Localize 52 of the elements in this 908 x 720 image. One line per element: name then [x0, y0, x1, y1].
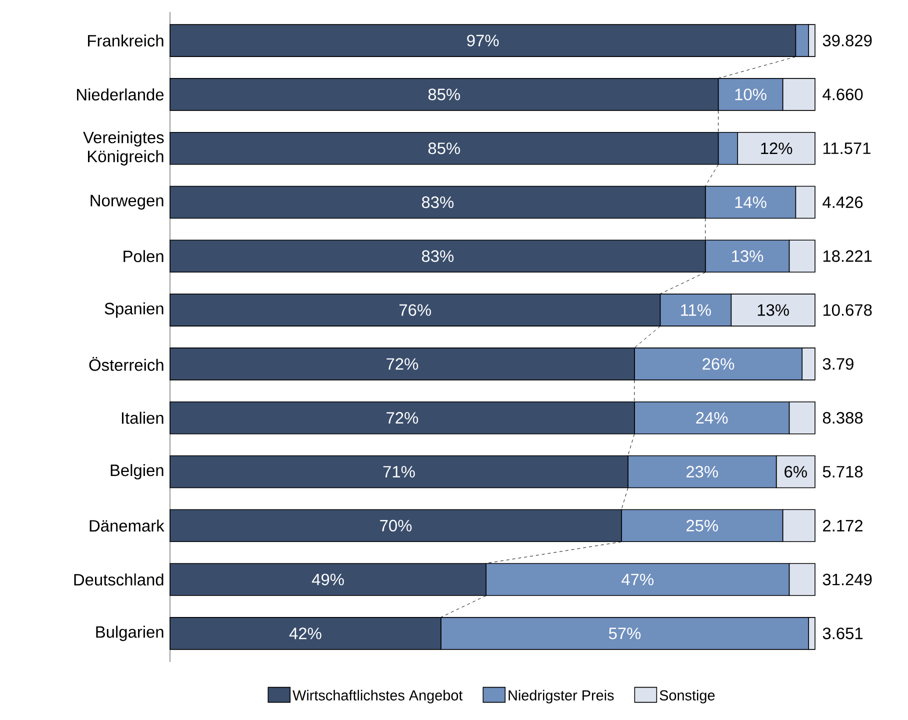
data-label: 13%	[732, 250, 764, 262]
data-label: 10%	[735, 88, 766, 100]
data-label: 70%	[380, 520, 412, 532]
data-label: 24%	[696, 412, 728, 424]
data-label: 11%	[681, 304, 711, 316]
y-tick-label: Deutschland	[74, 574, 164, 586]
data-label: 26%	[702, 358, 734, 370]
data-label: 47%	[622, 574, 654, 586]
y-tick-label: Belgien	[110, 464, 164, 480]
y-tick-label: Niederlande	[77, 88, 164, 100]
y-tick-label: Italien	[122, 412, 164, 424]
y-tick-label: Österreich	[89, 356, 164, 371]
text: 39.829	[822, 34, 872, 46]
text: 18.221	[823, 250, 872, 262]
text: 31.249	[822, 574, 872, 586]
y-tick-label: Spanien	[104, 302, 164, 318]
data-label: 6%	[784, 466, 807, 478]
text: 2.172	[823, 520, 863, 532]
data-label: 42%	[289, 628, 322, 640]
data-label: 13%	[758, 304, 789, 316]
data-label: 83%	[422, 196, 454, 208]
data-label: 71%	[383, 466, 415, 478]
data-label: 23%	[686, 466, 718, 478]
data-label: 25%	[686, 520, 718, 532]
data-label: 85%	[428, 142, 460, 154]
y-tick-label: Dänemark	[90, 520, 164, 532]
text: 10.678	[823, 304, 872, 316]
data-label: 12%	[761, 142, 792, 154]
text: 8.388	[822, 412, 863, 424]
y-tick-label: Vereinigtes Königreich	[83, 131, 164, 166]
y-tick-label: Norwegen	[90, 194, 164, 210]
data-label: 76%	[400, 304, 431, 316]
data-label: 72%	[386, 358, 418, 370]
data-label: 57%	[608, 628, 641, 640]
text: 5.718	[822, 466, 863, 478]
text: 11.571	[823, 142, 870, 154]
text: 3.79	[822, 358, 854, 370]
y-tick-label: Frankreich	[88, 34, 164, 47]
legend-label: Niedrigster Preis	[508, 690, 614, 704]
data-label: 85%	[428, 88, 460, 100]
data-label: 49%	[312, 574, 344, 586]
data-label: 97%	[467, 34, 499, 46]
data-label: 72%	[386, 412, 418, 424]
text: 4.660	[822, 88, 863, 100]
y-tick-label: Polen	[124, 250, 164, 262]
text: 4.426	[822, 196, 863, 208]
text: 3.651	[822, 628, 863, 640]
data-label: 83%	[422, 250, 454, 262]
legend-label: Wirtschaftlichstes Angebot	[292, 690, 463, 704]
y-tick-label: Bulgarien	[96, 626, 164, 642]
legend-label: Sonstige	[660, 690, 715, 704]
data-label: 14%	[735, 196, 766, 208]
